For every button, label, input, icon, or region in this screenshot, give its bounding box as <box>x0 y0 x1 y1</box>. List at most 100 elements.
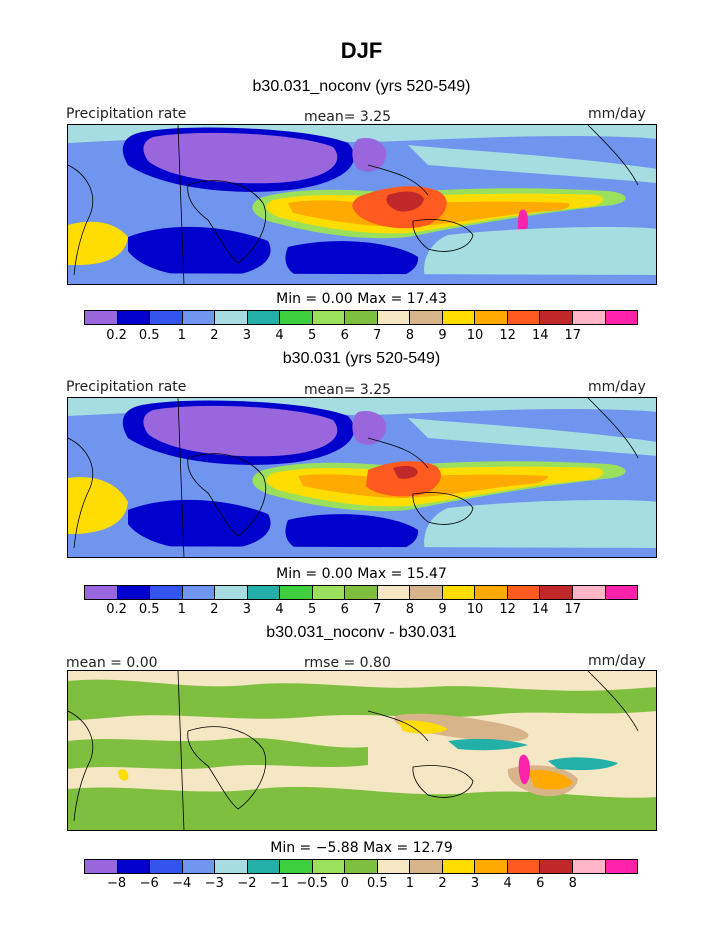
sahara-dry-core <box>143 132 338 184</box>
panel-2-map <box>67 397 657 558</box>
south-america-wet <box>68 477 128 534</box>
panel-2-colorbar <box>84 585 638 600</box>
panel-1-minmax: Min = 0.00 Max = 17.43 <box>276 291 447 307</box>
colorbar-tick-label: −6 <box>139 876 159 891</box>
colorbar-swatch <box>182 311 216 324</box>
colorbar-tick-label: 8 <box>405 328 415 343</box>
south-pacific-light <box>424 227 656 284</box>
colorbar-swatch <box>442 586 476 599</box>
panel-3-map <box>67 670 657 831</box>
colorbar-tick-label: 0 <box>340 876 349 891</box>
colorbar-tick-label: −1 <box>269 876 290 891</box>
colorbar-swatch <box>85 586 118 599</box>
colorbar-swatch <box>215 860 248 873</box>
colorbar-tick-label: 5 <box>307 602 317 617</box>
south-indian-dry <box>285 241 419 284</box>
panel-2-units: mm/day <box>588 379 646 395</box>
colorbar-swatch <box>312 860 346 873</box>
colorbar-swatch <box>377 860 411 873</box>
southern-band <box>68 273 656 284</box>
colorbar-tick-label: 14 <box>531 602 549 617</box>
diff-green-mid <box>68 737 368 769</box>
diff-negative-band <box>448 738 528 751</box>
colorbar-tick-label: 0.2 <box>106 602 127 617</box>
colorbar-tick-label: 7 <box>373 328 382 343</box>
colorbar-swatch <box>605 311 638 324</box>
south-pacific-light <box>424 500 656 557</box>
colorbar-tick-label: 3 <box>470 876 480 891</box>
colorbar-tick-label: 6 <box>340 328 349 343</box>
arabia-dry <box>352 137 387 172</box>
colorbar-tick-label: 17 <box>564 602 582 617</box>
south-atlantic-dry <box>128 226 271 278</box>
panel-3-rmse-label: rmse = 0.80 <box>304 655 391 671</box>
colorbar-swatch <box>475 860 508 873</box>
colorbar-tick-label: 0.2 <box>106 328 127 343</box>
colorbar-swatch <box>150 311 183 324</box>
diff-green-south <box>68 786 656 830</box>
colorbar-tick-label: 6 <box>340 602 349 617</box>
colorbar-tick-label: 14 <box>531 328 549 343</box>
north-pacific-light <box>408 145 656 183</box>
maritime-continent-max <box>386 191 424 212</box>
colorbar-swatch <box>345 586 378 599</box>
panel-3-title: b30.031_noconv - b30.031 <box>266 624 457 641</box>
colorbar-swatch <box>215 311 248 324</box>
arabia-dry <box>352 410 387 445</box>
colorbar-swatch <box>572 586 606 599</box>
colorbar-tick-label: 1 <box>405 876 415 891</box>
colorbar-tick-label: 1 <box>177 328 186 343</box>
panel-2-colorbar-ticks: 0.2 0.5 1 2 3 4 5 6 7 8 9 10 12 14 17 <box>84 602 638 618</box>
colorbar-tick-label: 0.5 <box>138 328 160 343</box>
colorbar-swatch <box>117 860 151 873</box>
panel-1-colorbar <box>84 310 638 325</box>
colorbar-tick-label: 9 <box>438 602 447 617</box>
colorbar-swatch <box>442 860 476 873</box>
colorbar-tick-label: 4 <box>275 328 284 343</box>
colorbar-tick-label: 8 <box>568 876 577 891</box>
colorbar-tick-label: 5 <box>307 328 317 343</box>
colorbar-swatch <box>150 860 183 873</box>
panel-1-colorbar-ticks: 0.2 0.5 1 2 3 4 5 6 7 8 9 10 12 14 17 <box>84 328 638 344</box>
colorbar-swatch <box>540 311 573 324</box>
colorbar-swatch <box>85 860 118 873</box>
colorbar-tick-label: 2 <box>210 602 219 617</box>
panel-2-title: b30.031 (yrs 520-549) <box>282 350 441 367</box>
colorbar-tick-label: −4 <box>172 876 192 891</box>
panel-2-map-svg <box>68 398 656 557</box>
panel-1-units: mm/day <box>588 106 646 122</box>
colorbar-swatch <box>605 586 638 599</box>
colorbar-swatch <box>312 586 346 599</box>
coastlines <box>68 125 639 284</box>
panel-3-minmax: Min = −5.88 Max = 12.79 <box>270 840 453 856</box>
colorbar-tick-label: 2 <box>210 328 219 343</box>
colorbar-tick-label: 8 <box>405 602 415 617</box>
panel-2-variable-label: Precipitation rate <box>66 379 187 395</box>
colorbar-tick-label: 1 <box>177 602 186 617</box>
colorbar-tick-label: 0.5 <box>366 876 388 891</box>
diff-orange-spcz <box>528 769 573 790</box>
colorbar-swatch <box>280 311 313 324</box>
colorbar-swatch <box>540 586 573 599</box>
colorbar-tick-label: −0.5 <box>296 876 328 891</box>
colorbar-swatch <box>507 860 541 873</box>
south-atlantic-dry <box>128 499 271 551</box>
panel-2-minmax: Min = 0.00 Max = 15.47 <box>276 566 447 582</box>
colorbar-tick-label: −8 <box>106 876 127 891</box>
diff-yellow-sa <box>118 769 129 781</box>
colorbar-swatch <box>345 860 378 873</box>
colorbar-swatch <box>85 311 118 324</box>
panel-1-variable-label: Precipitation rate <box>66 106 187 122</box>
diff-max-spcz <box>518 754 530 785</box>
colorbar-swatch <box>182 586 216 599</box>
colorbar-swatch <box>410 311 443 324</box>
panel-1-map <box>67 124 657 285</box>
colorbar-tick-label: 3 <box>242 602 252 617</box>
colorbar-swatch <box>410 586 443 599</box>
colorbar-tick-label: 7 <box>373 602 382 617</box>
colorbar-swatch <box>150 586 183 599</box>
panel-1-mean-label: mean= 3.25 <box>304 109 392 125</box>
colorbar-tick-label: 4 <box>275 602 284 617</box>
colorbar-swatch <box>377 311 411 324</box>
colorbar-swatch <box>572 311 606 324</box>
